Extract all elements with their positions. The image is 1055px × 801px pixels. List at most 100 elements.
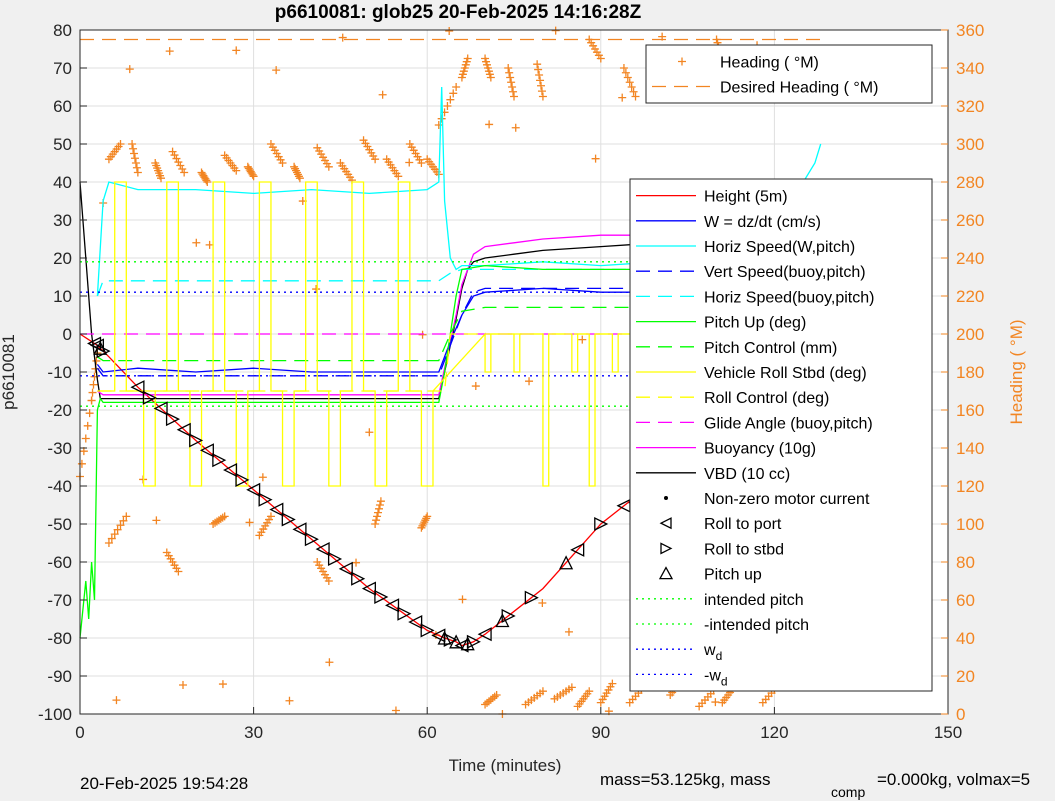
pitch-up-marker [495, 613, 510, 628]
heading-point [449, 89, 458, 98]
heading-point [627, 83, 636, 91]
y-tick-label: 40 [53, 173, 72, 192]
heading-point [434, 121, 443, 129]
axis-ticks: 0 30 60 90 120 150-100-90-80-70-60-50-40-30-2… [38, 21, 984, 742]
chart-title: p6610081: glob25 20-Feb-2025 14:16:28Z [275, 2, 642, 23]
heading-point [619, 64, 628, 72]
heading-point [537, 81, 546, 90]
heading-point [324, 577, 333, 585]
heading-point [205, 240, 214, 249]
y-right-tick-label: 120 [956, 477, 984, 496]
y-tick-label: 30 [53, 211, 72, 230]
heading-point [85, 409, 94, 418]
heading-point [596, 54, 605, 63]
heading-point [458, 595, 467, 604]
heading-point [245, 518, 254, 527]
heading-point [374, 508, 383, 517]
heading-point [506, 73, 515, 82]
y-right-tick-label: 40 [956, 629, 975, 648]
roll-port-marker [246, 482, 261, 497]
y-tick-label: -90 [47, 667, 72, 686]
heading-point [89, 380, 98, 389]
roll-stbd-marker [594, 516, 609, 532]
roll-stbd-marker [397, 606, 412, 621]
roll-stbd-marker [524, 590, 539, 605]
heading-point [157, 174, 166, 183]
heading-point [443, 102, 452, 110]
heading-point [419, 520, 428, 528]
heading-point [179, 680, 188, 689]
legend-main-label: Pitch Control (mm) [704, 340, 837, 357]
heading-point [507, 78, 516, 87]
legend-main-swatch [660, 542, 673, 555]
legend-main-box [629, 178, 933, 692]
heading-point [133, 168, 142, 177]
roll-stbd-marker [142, 390, 157, 405]
y-tick-label: 10 [53, 287, 72, 306]
heading-point [658, 32, 667, 41]
heading-point [525, 377, 534, 386]
roll-stbd-marker [351, 571, 366, 586]
y-tick-label: -100 [38, 705, 72, 724]
roll-stbd-marker [466, 634, 481, 649]
heading-point [176, 161, 185, 170]
pitch-up-marker [93, 340, 108, 355]
y-right-tick-label: 0 [956, 705, 965, 724]
pitch-up-marker [449, 634, 464, 649]
y-right-tick-label: 60 [956, 591, 975, 610]
legend-main-label: Roll Control (deg) [704, 390, 829, 407]
heading-point [218, 513, 227, 522]
heading-point [292, 166, 301, 175]
heading-point [711, 698, 720, 707]
legend-main: Height (5m) W = dz/dt (cm/s) Horiz Speed(W… [629, 178, 933, 692]
legend-main-label: Height (5m) [704, 189, 788, 206]
legend-main-label: VBD (10 cc) [704, 466, 790, 483]
y-right-tick-label: 100 [956, 515, 984, 534]
x-tick-label: 150 [934, 723, 962, 742]
heading-point [608, 679, 617, 688]
roll-stbd-marker [420, 623, 435, 638]
heading-point [220, 512, 229, 521]
legend-main-label: intended pitch [704, 592, 804, 609]
heading-point [511, 123, 520, 132]
y-tick-label: 50 [53, 135, 72, 154]
roll-port-marker [338, 561, 353, 576]
legend-main-label: Vert Speed(buoy,pitch) [704, 264, 866, 281]
y-right-tick-label: 280 [956, 173, 984, 192]
heading-point [81, 434, 90, 443]
heading-point [623, 73, 632, 82]
y-right-tick-label: 320 [956, 97, 984, 116]
heading-point [510, 92, 518, 101]
heading-point [375, 501, 384, 509]
roll-port-marker [408, 614, 423, 630]
heading-point [485, 120, 494, 129]
y-right-tick-label: 200 [956, 325, 984, 344]
heading-point [535, 70, 544, 79]
heading-point [172, 154, 181, 163]
heading-point [490, 692, 499, 701]
heading-point [537, 87, 546, 96]
legend-top-label: Heading ( °M) [720, 55, 819, 72]
heading-point [422, 514, 431, 523]
legend-top-swatch [678, 57, 686, 66]
pitch-up-marker [559, 555, 574, 570]
heading-point [418, 521, 427, 530]
heading-point [116, 521, 125, 530]
y-right-tick-label: 20 [956, 667, 975, 686]
roll-port-marker [130, 380, 145, 395]
legend-main-label: Pitch Up (deg) [704, 315, 806, 332]
heading-point [371, 155, 380, 164]
heading-point [378, 90, 387, 99]
heading-point [625, 78, 634, 87]
y-right-tick-label: 80 [956, 553, 975, 572]
heading-point [338, 33, 347, 42]
roll-stbd-marker [212, 453, 227, 468]
heading-point [365, 428, 374, 437]
heading-point [232, 166, 241, 175]
roll-port-marker [385, 598, 400, 613]
roll-stbd-marker [235, 472, 250, 487]
x-tick-label: 90 [591, 723, 610, 742]
heading-point [533, 60, 542, 69]
heading-point [621, 68, 630, 77]
heading-point [504, 64, 513, 72]
